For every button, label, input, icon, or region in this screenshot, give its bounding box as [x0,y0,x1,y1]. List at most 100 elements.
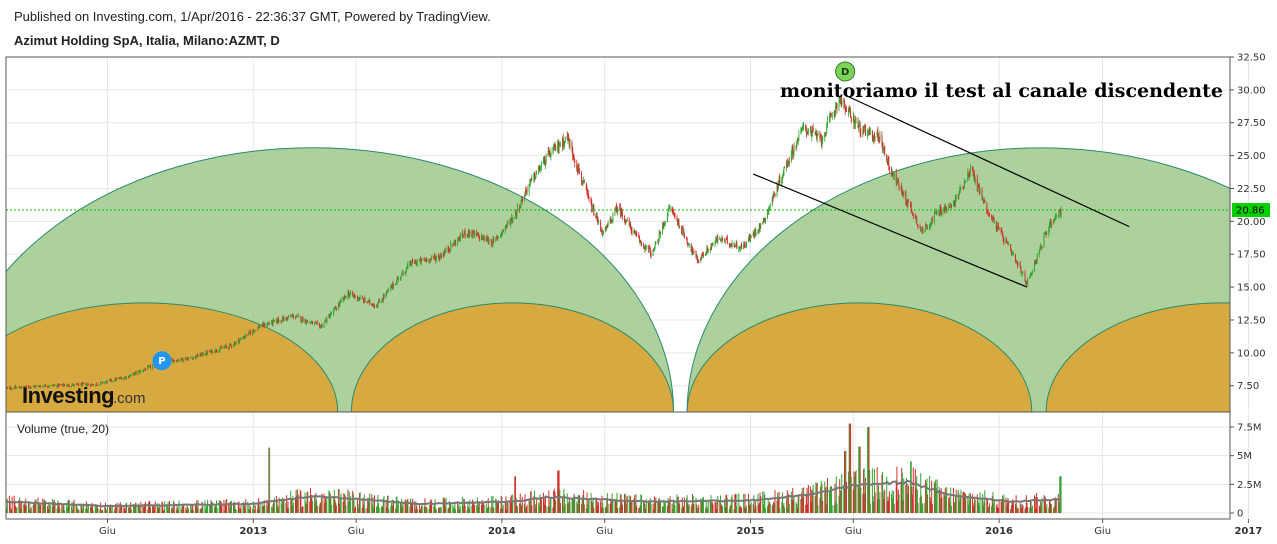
volume-bar [1022,505,1024,513]
volume-bar [668,499,670,513]
volume-bar [414,509,416,513]
candle-body [278,320,280,323]
volume-bar [410,498,412,513]
volume-bar [683,506,685,513]
volume-bar [678,502,680,513]
volume-bars [6,423,1062,513]
candle-body [416,261,418,264]
volume-bar [101,510,103,513]
candle-body [616,208,618,212]
candle-body [202,352,204,356]
volume-bar [720,504,722,513]
volume-bar [787,507,789,513]
candle-body [463,230,465,234]
volume-bar [215,500,217,513]
candle-body [1044,233,1046,234]
volume-bar [529,501,531,513]
candle-body [702,253,704,256]
volume-bar [783,503,785,513]
candle-body [348,294,350,297]
candle-body [502,230,504,233]
volume-bar [649,501,651,513]
volume-bar [987,498,989,513]
volume-bar [13,495,15,513]
candle-body [258,326,260,328]
candle-body [471,232,473,237]
volume-bar [745,508,747,513]
volume-bar [1060,476,1062,513]
candle-body [233,343,235,346]
candle-body [910,205,912,211]
volume-bar [626,496,628,513]
volume-bar [34,501,36,513]
volume-bar [672,509,674,513]
candle-body [392,283,394,288]
candle-body [867,131,869,136]
candle-body [116,378,118,380]
volume-bar [447,508,449,513]
candle-body [853,115,855,125]
volume-bar [490,507,492,513]
candle-body [835,104,837,108]
candle-body [858,124,860,128]
volume-bar [1035,508,1037,513]
volume-bar [121,506,123,513]
volume-bar [15,507,17,513]
volume-bar [453,506,455,513]
volume-bar [567,503,569,513]
price-y-tick-label: 25.00 [1237,151,1266,162]
candle-body [529,182,531,186]
volume-bar [741,507,743,513]
volume-bar [106,509,108,513]
volume-bar [393,500,395,513]
logo-main: Investing [22,383,114,408]
candle-body [786,161,788,168]
cycle-arcs [6,147,1230,412]
candle-body [602,231,604,232]
candle-body [1049,219,1051,226]
candle-body [811,128,813,134]
candle-body [965,181,967,183]
volume-bar [902,500,904,513]
candle-body [438,256,440,259]
volume-bar [601,495,603,513]
volume-bar [209,505,211,513]
volume-bar [864,493,866,513]
candle-body [92,384,94,386]
candle-body [115,378,117,381]
volume-bar [729,506,731,513]
price-y-tick-label: 10.00 [1237,348,1266,359]
candle-body [505,225,507,228]
candle-body [872,138,874,140]
candle-body [743,243,745,246]
volume-bar [269,447,271,513]
candle-body [800,128,802,134]
volume-bar [528,499,530,513]
volume-bar [35,499,37,513]
candle-body [510,217,512,220]
candle-body [582,182,584,184]
candle-body [998,228,1000,230]
candle-body [71,385,73,386]
candle-body [781,175,783,180]
candle-body [119,378,121,380]
volume-y-tick-label: 0 [1237,509,1243,520]
volume-bar [382,497,384,513]
volume-bar [491,496,493,513]
candle-body [1010,248,1012,254]
volume-bar [80,504,82,513]
candle-body [473,231,475,236]
candle-body [243,337,245,338]
volume-bar [724,499,726,513]
volume-bar [214,505,216,513]
candle-body [636,234,638,237]
volume-bar [171,508,173,513]
candle-body [277,319,279,323]
volume-bar [602,502,604,513]
volume-bar [316,505,318,513]
volume-bar [636,505,638,513]
candle-body [234,342,236,345]
candle-body [1048,225,1050,230]
volume-bar [504,501,506,513]
volume-bar [287,501,289,513]
